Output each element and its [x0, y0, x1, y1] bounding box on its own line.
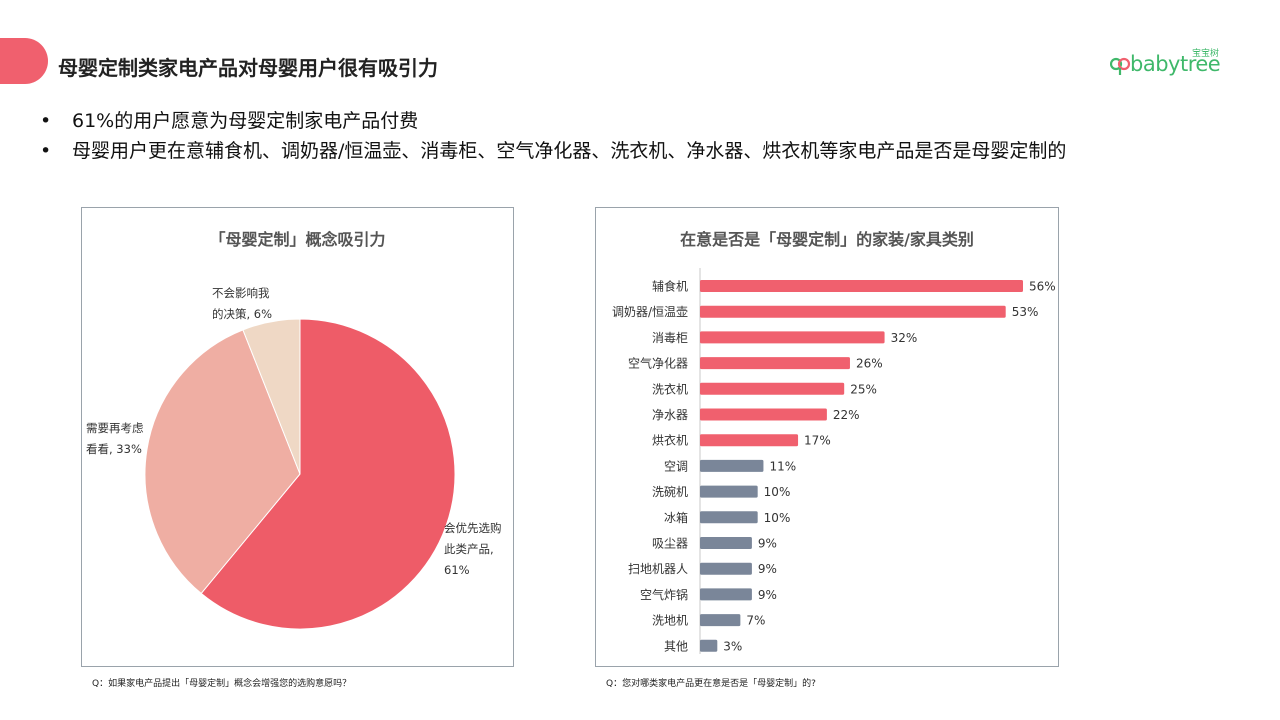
- bar-value-label: 9%: [758, 562, 777, 576]
- bar: [700, 537, 752, 549]
- logo-text: babytree: [1130, 52, 1221, 76]
- bar-category-label: 扫地机器人: [628, 562, 688, 576]
- bar: [700, 562, 752, 575]
- pie-slice-label: 会优先选购此类产品, 61%: [444, 521, 502, 577]
- title-accent-bar: [0, 38, 48, 84]
- pie-slice: [144, 329, 301, 595]
- bar-category-label: 空气炸锅: [640, 587, 688, 602]
- bullet-item: 母婴用户更在意辅食机、调奶器/恒温壶、消毒柜、空气净化器、洗衣机、净水器、烘衣机…: [40, 136, 1066, 166]
- pie-chart-title: 「母婴定制」概念吸引力: [209, 230, 386, 249]
- bar-value-label: 53%: [1012, 305, 1039, 319]
- bar-chart: 辅食机 56% 调奶器/恒温壶 53% 消毒柜 32% 空气净化器 26% 洗衣机 25% 净水器 2…: [612, 268, 1056, 654]
- bar-value-label: 3%: [723, 639, 742, 653]
- bar-category-label: 吸尘器: [652, 537, 688, 551]
- babytree-logo: babytree 宝宝树: [1110, 48, 1221, 80]
- bar-category-label: 洗衣机: [652, 381, 688, 396]
- bar-value-label: 7%: [746, 614, 765, 628]
- bar-value-label: 11%: [769, 459, 796, 473]
- bar: [700, 408, 827, 421]
- bar-value-label: 10%: [764, 485, 791, 499]
- bar: [700, 305, 1006, 318]
- bullet-item: 61%的用户愿意为母婴定制家电产品付费: [40, 106, 1066, 136]
- bar: [700, 331, 885, 344]
- bar-value-label: 10%: [764, 511, 791, 525]
- bar: [700, 434, 799, 447]
- page-title: 母婴定制类家电产品对母婴用户很有吸引力: [58, 56, 438, 80]
- bar: [700, 485, 758, 498]
- pie-slice-label: 不会影响我的决策, 6%: [212, 286, 272, 321]
- pie-slice: [200, 318, 456, 630]
- bar-category-label: 洗地机: [652, 614, 688, 628]
- bar: [700, 382, 845, 395]
- bar-category-label: 冰箱: [664, 510, 688, 525]
- pie-chart-panel: 「母婴定制」概念吸引力 会优先选购此类产品, 61% 需要再考虑看看, 33% 不会影…: [81, 207, 514, 667]
- pie-footnote: Q：如果家电产品提出「母婴定制」概念会增强您的选购意愿吗？: [92, 679, 352, 689]
- bar-category-label: 消毒柜: [652, 331, 688, 345]
- bullet-list: 61%的用户愿意为母婴定制家电产品付费 母婴用户更在意辅食机、调奶器/恒温壶、消…: [40, 106, 1066, 166]
- bar: [700, 511, 758, 524]
- bar-category-label: 辅食机: [652, 279, 688, 294]
- bar-value-label: 22%: [833, 408, 860, 422]
- bar-category-label: 洗碗机: [652, 484, 688, 499]
- bar: [700, 639, 718, 652]
- bar-value-label: 25%: [850, 382, 877, 396]
- bar-category-label: 调奶器/恒温壶: [612, 304, 688, 319]
- logo-icon: [1110, 57, 1131, 75]
- bar-chart-panel: 在意是否是「母婴定制」的家装/家具类别 辅食机 56% 调奶器/恒温壶 53% 消毒柜 3…: [595, 207, 1059, 667]
- bar-category-label: 净水器: [652, 408, 688, 422]
- bar-chart-title: 在意是否是「母婴定制」的家装/家具类别: [680, 230, 974, 249]
- bar: [700, 280, 1023, 292]
- bar-category-label: 其他: [664, 639, 688, 653]
- logo-subtext: 宝宝树: [1192, 49, 1220, 59]
- bar-category-label: 烘衣机: [652, 433, 688, 448]
- bar-value-label: 32%: [891, 331, 918, 345]
- bar-value-label: 9%: [758, 588, 777, 602]
- bar-footnote: Q：您对哪类家电产品更在意是否是「母婴定制」的?: [606, 679, 816, 689]
- bar: [700, 357, 850, 370]
- bar: [700, 614, 741, 627]
- pie-chart: 会优先选购此类产品, 61% 需要再考虑看看, 33% 不会影响我的决策, 6%: [86, 286, 502, 630]
- bar-category-label: 空气净化器: [628, 356, 688, 371]
- bar-value-label: 26%: [856, 357, 883, 371]
- bar: [700, 588, 752, 601]
- bar-value-label: 9%: [758, 537, 777, 551]
- bar-category-label: 空调: [664, 459, 688, 473]
- pie-slice-label: 需要再考虑看看, 33%: [86, 421, 144, 456]
- pie-slice: [242, 318, 301, 475]
- bar-value-label: 17%: [804, 434, 831, 448]
- bar: [700, 459, 764, 472]
- bar-value-label: 56%: [1029, 280, 1056, 294]
